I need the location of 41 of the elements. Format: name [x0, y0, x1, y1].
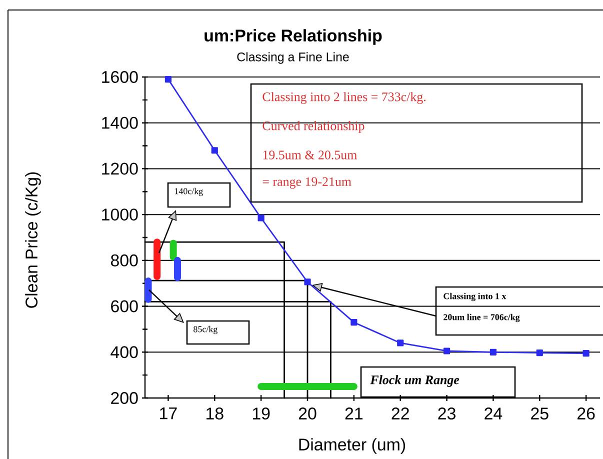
x-tick-label: 22	[392, 408, 409, 420]
x-tick-label: 23	[438, 408, 456, 420]
point	[304, 278, 311, 286]
annotation: 85c/kg	[194, 326, 218, 334]
y-tick-label: 800	[110, 254, 138, 266]
point	[397, 340, 404, 346]
y-tick-label: 400	[110, 346, 138, 358]
annotation: 140c/kg	[174, 188, 203, 196]
point	[350, 319, 358, 326]
point	[164, 76, 172, 83]
y-tick-label: 1000	[102, 208, 138, 221]
chart-subtitle: Classing a Fine Line	[237, 52, 349, 64]
x-tick-label: 24	[484, 408, 502, 420]
annotation: Classing into 1 x	[444, 292, 506, 302]
y-axis-title: Clean Price (c/Kg)	[25, 172, 41, 308]
x-tick-label: 26	[578, 408, 595, 420]
chart-title: um:Price Relationship	[204, 29, 382, 45]
point	[536, 350, 543, 356]
x-tick-label: 19	[252, 408, 270, 420]
x-tick-label: 21	[345, 408, 363, 420]
x-axis-title: Diameter (um)	[299, 438, 406, 454]
y-tick-label: 200	[111, 392, 138, 404]
annotation: Classing into 2 lines = 733c/kg.	[262, 92, 426, 104]
point	[211, 147, 218, 154]
x-tick-label: 17	[160, 408, 177, 420]
point	[443, 348, 450, 354]
point	[258, 214, 264, 222]
annotation: = range 19-21um	[262, 177, 352, 189]
y-tick-label: 1400	[102, 116, 138, 129]
annotation: Curved relationship	[262, 121, 364, 133]
y-tick-label: 600	[111, 300, 138, 312]
y-tick-label: 1600	[102, 71, 138, 83]
y-tick-label: 1200	[102, 162, 138, 175]
annotation: Flock um Range	[370, 375, 460, 387]
point	[490, 348, 497, 356]
x-tick-label: 25	[531, 408, 548, 420]
x-tick-label: 20	[298, 408, 316, 420]
annotation: 20um line = 706c/kg	[444, 314, 520, 322]
x-tick-label: 18	[206, 408, 224, 420]
annotation: 19.5um & 20.5um	[263, 150, 357, 160]
point	[582, 350, 590, 357]
